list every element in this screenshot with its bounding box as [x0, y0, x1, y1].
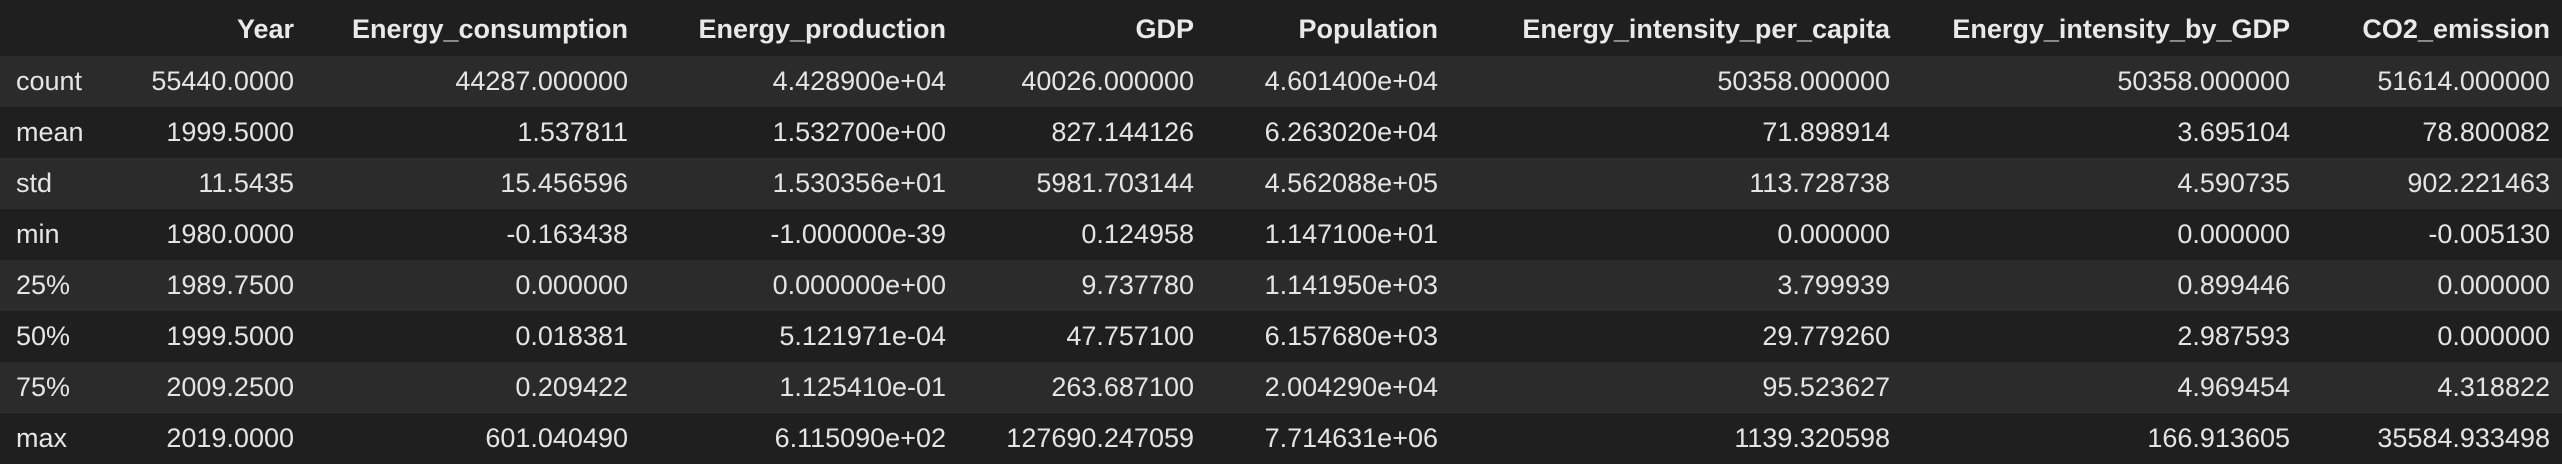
table-cell: 0.000000 — [2437, 270, 2550, 300]
row-label: std — [16, 168, 53, 198]
table-cell: 1.532700e+00 — [772, 117, 946, 147]
table-row: count 55440.0000 44287.000000 4.428900e+… — [0, 56, 2562, 107]
table-cell: 9.737780 — [1081, 270, 1194, 300]
table-cell: 0.000000e+00 — [772, 270, 946, 300]
table-cell: 29.779260 — [1762, 321, 1890, 351]
table-body: count 55440.0000 44287.000000 4.428900e+… — [0, 56, 2562, 464]
table-cell: 6.263020e+04 — [1264, 117, 1438, 147]
table-cell: 113.728738 — [1749, 168, 1890, 198]
index-header — [0, 0, 104, 56]
row-label: 50% — [16, 321, 71, 351]
table-row: min 1980.0000 -0.163438 -1.000000e-39 0.… — [0, 209, 2562, 260]
column-header: GDP — [1135, 14, 1194, 44]
header-row: Year Energy_consumption Energy_productio… — [0, 0, 2562, 56]
table-cell: 1980.0000 — [166, 219, 294, 249]
table-cell: 11.5435 — [198, 168, 294, 198]
table-cell: 2.004290e+04 — [1264, 372, 1438, 402]
column-header: Energy_intensity_per_capita — [1522, 14, 1890, 44]
table-cell: 44287.000000 — [455, 66, 628, 96]
table-cell: 4.562088e+05 — [1264, 168, 1438, 198]
table-cell: 2.987593 — [2177, 321, 2290, 351]
table-cell: 4.318822 — [2437, 372, 2550, 402]
table-cell: 1.141950e+03 — [1264, 270, 1438, 300]
table-cell: 51614.000000 — [2377, 66, 2550, 96]
table-cell: 3.799939 — [1777, 270, 1890, 300]
table-row: mean 1999.5000 1.537811 1.532700e+00 827… — [0, 107, 2562, 158]
table-cell: 1.537811 — [517, 117, 628, 147]
table-cell: 0.124958 — [1081, 219, 1194, 249]
table-cell: 35584.933498 — [2377, 423, 2550, 453]
table-cell: 0.000000 — [2177, 219, 2290, 249]
table-cell: 0.000000 — [1777, 219, 1890, 249]
table-row: 50% 1999.5000 0.018381 5.121971e-04 47.7… — [0, 311, 2562, 362]
column-header: Energy_intensity_by_GDP — [1952, 14, 2290, 44]
table-cell: -0.163438 — [506, 219, 628, 249]
table-cell: 4.590735 — [2177, 168, 2290, 198]
table-cell: 1.125410e-01 — [779, 372, 946, 402]
table-cell: 0.209422 — [515, 372, 628, 402]
table-cell: 47.757100 — [1066, 321, 1194, 351]
table-row: 75% 2009.2500 0.209422 1.125410e-01 263.… — [0, 362, 2562, 413]
table-cell: 1999.5000 — [166, 321, 294, 351]
table-cell: 127690.247059 — [1006, 423, 1194, 453]
table-cell: 50358.000000 — [2117, 66, 2290, 96]
column-header: Population — [1298, 14, 1438, 44]
row-label: count — [16, 66, 83, 96]
table-cell: 71.898914 — [1762, 117, 1890, 147]
table-row: 25% 1989.7500 0.000000 0.000000e+00 9.73… — [0, 260, 2562, 311]
table-cell: 40026.000000 — [1021, 66, 1194, 96]
table-cell: 0.000000 — [515, 270, 628, 300]
table-cell: 4.969454 — [2177, 372, 2290, 402]
table-cell: 827.144126 — [1051, 117, 1194, 147]
row-label: min — [16, 219, 60, 249]
table-cell: 4.428900e+04 — [772, 66, 946, 96]
table-cell: 6.157680e+03 — [1264, 321, 1438, 351]
column-header: Year — [236, 14, 294, 44]
row-label: mean — [16, 117, 84, 147]
column-header: Energy_consumption — [351, 14, 628, 44]
table-row: max 2019.0000 601.040490 6.115090e+02 12… — [0, 413, 2562, 464]
table-cell: 6.115090e+02 — [774, 423, 946, 453]
table-cell: 601.040490 — [485, 423, 628, 453]
table-cell: 4.601400e+04 — [1264, 66, 1438, 96]
table-cell: -0.005130 — [2428, 219, 2550, 249]
table-cell: 3.695104 — [2177, 117, 2290, 147]
table-cell: 50358.000000 — [1717, 66, 1890, 96]
table-cell: -1.000000e-39 — [770, 219, 946, 249]
row-label: max — [16, 423, 68, 453]
table-cell: 5.121971e-04 — [779, 321, 946, 351]
table-cell: 0.018381 — [515, 321, 628, 351]
table-cell: 1139.320598 — [1734, 423, 1890, 453]
row-label: 75% — [16, 372, 71, 402]
column-header: Energy_production — [698, 14, 946, 44]
table-cell: 1.147100e+01 — [1264, 219, 1438, 249]
table-cell: 7.714631e+06 — [1264, 423, 1438, 453]
table-cell: 95.523627 — [1762, 372, 1890, 402]
table-cell: 166.913605 — [2147, 423, 2290, 453]
table-cell: 1989.7500 — [166, 270, 294, 300]
table-cell: 5981.703144 — [1036, 168, 1194, 198]
row-label: 25% — [16, 270, 71, 300]
table-header: Year Energy_consumption Energy_productio… — [0, 0, 2562, 56]
table-cell: 1.530356e+01 — [772, 168, 946, 198]
table-cell: 2009.2500 — [166, 372, 294, 402]
table-cell: 15.456596 — [500, 168, 628, 198]
table-cell: 0.000000 — [2437, 321, 2550, 351]
table-cell: 55440.0000 — [151, 66, 294, 96]
table-cell: 902.221463 — [2407, 168, 2550, 198]
table-cell: 2019.0000 — [166, 423, 294, 453]
table-cell: 0.899446 — [2177, 270, 2290, 300]
table-row: std 11.5435 15.456596 1.530356e+01 5981.… — [0, 158, 2562, 209]
table-cell: 78.800082 — [2422, 117, 2550, 147]
column-header: CO2_emission — [2362, 14, 2550, 44]
table-cell: 1999.5000 — [166, 117, 294, 147]
table-cell: 263.687100 — [1051, 372, 1194, 402]
